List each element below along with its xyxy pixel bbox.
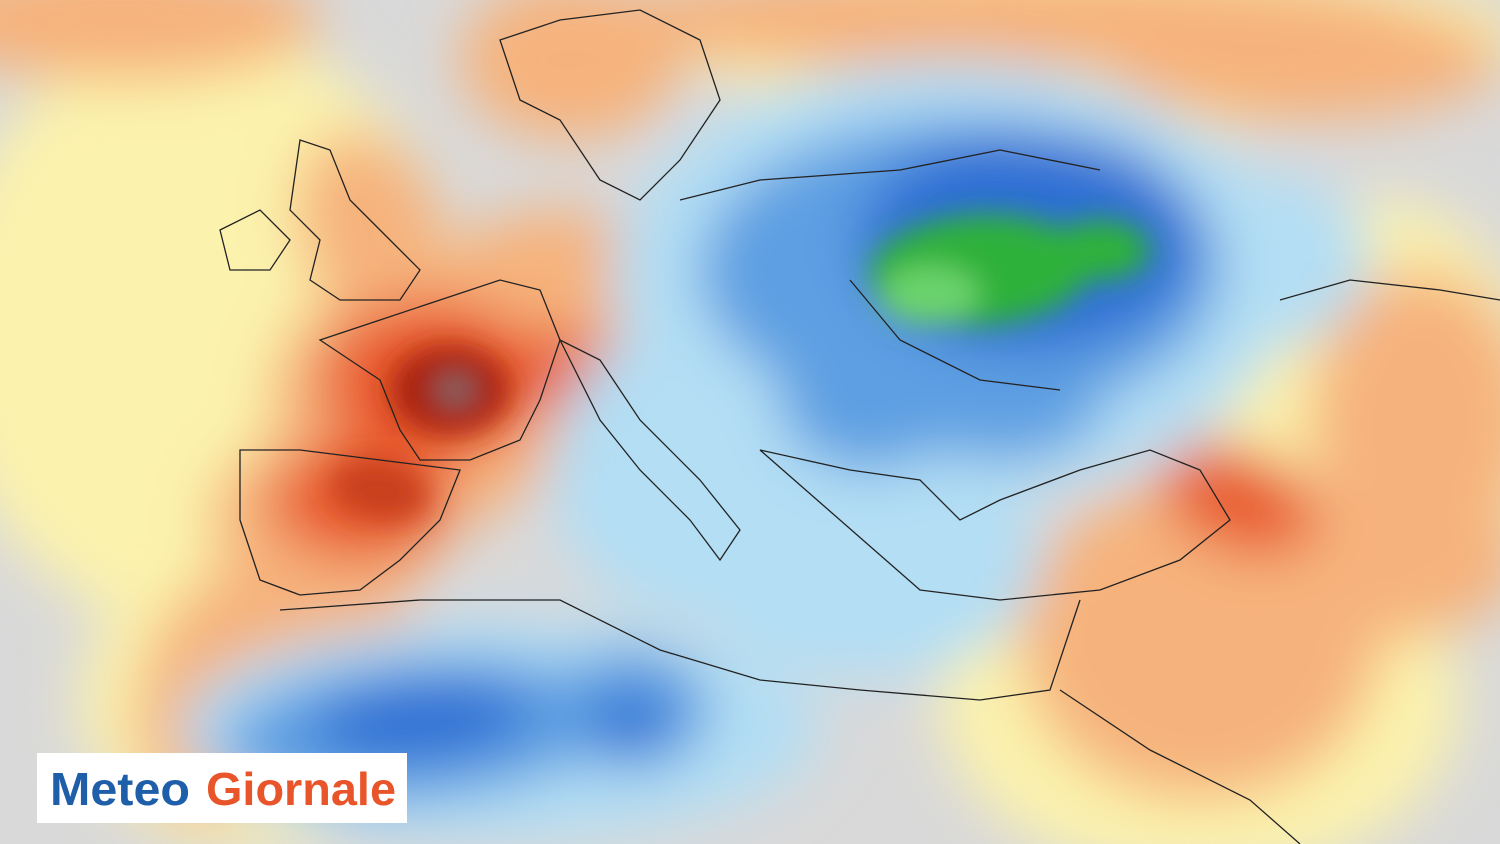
coastline <box>1279 279 1500 301</box>
border <box>849 279 1061 391</box>
anomaly-blob <box>1050 220 1150 280</box>
coastline <box>289 139 421 301</box>
anomaly-core <box>330 214 1150 521</box>
anomaly-blob <box>310 679 530 761</box>
anomaly-blob <box>680 440 1040 680</box>
coastline <box>239 449 461 596</box>
logo-first-word: Meteo <box>50 763 190 815</box>
anomaly-blob <box>590 690 670 750</box>
logo: Meteo Giornale <box>37 753 407 823</box>
anomaly-blob <box>1100 0 1500 120</box>
anomaly-blob <box>0 0 320 80</box>
coastline <box>279 599 1081 701</box>
logo-second-word: Giornale <box>206 763 396 815</box>
coastline <box>1059 689 1301 844</box>
anomaly-blob <box>435 375 475 405</box>
borders <box>219 9 1500 844</box>
logo-box <box>37 753 407 823</box>
anomaly-blob <box>330 459 430 521</box>
anomaly-blob <box>880 265 980 325</box>
coastline <box>558 338 741 562</box>
coastline <box>499 9 721 201</box>
coastline <box>759 449 1231 601</box>
anomaly-blob <box>900 360 1100 460</box>
border <box>679 149 1101 201</box>
coastline <box>219 209 291 271</box>
coastline <box>318 279 561 461</box>
anomaly-blob <box>700 210 860 350</box>
